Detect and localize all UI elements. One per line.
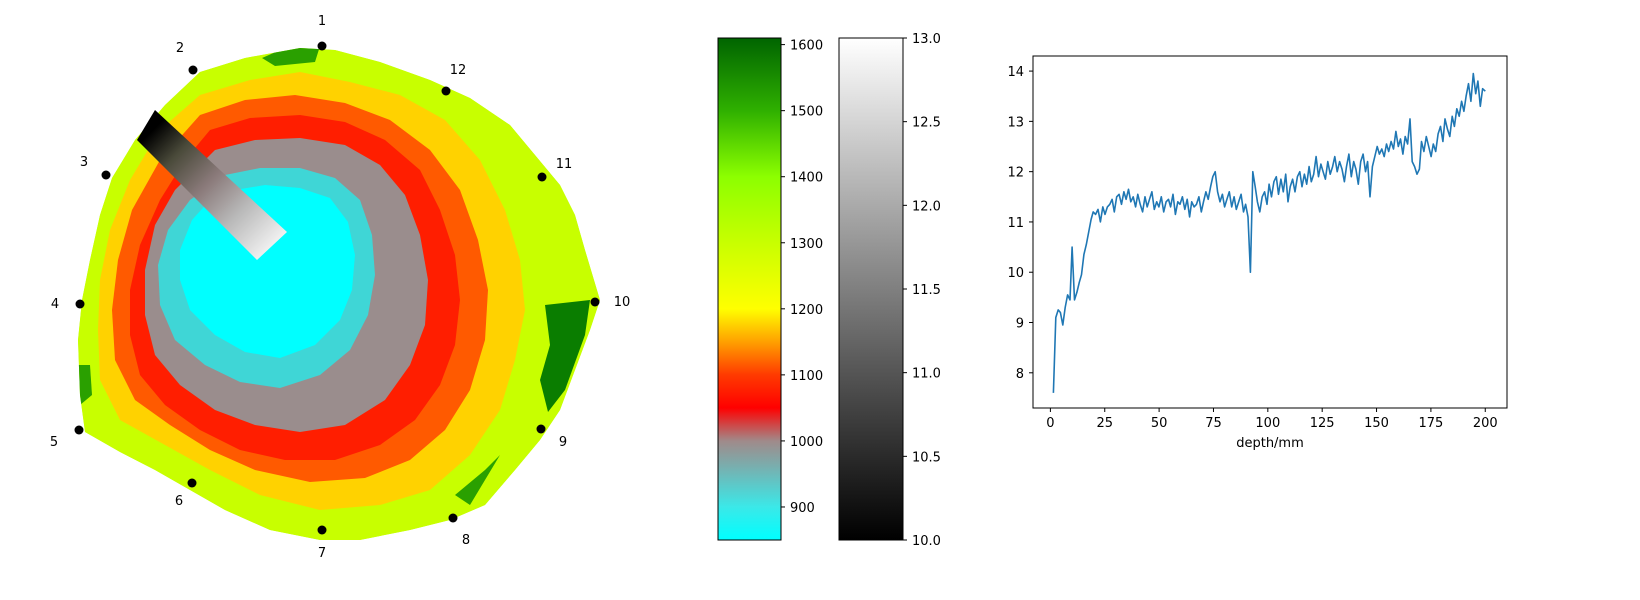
depth-profile-strip: [137, 110, 287, 260]
sensor-label: 8: [462, 533, 470, 548]
sensor-label: 2: [176, 41, 184, 56]
grey-colorbar-tick-label: 13.0: [912, 32, 941, 47]
y-tick-label: 10: [1007, 266, 1024, 281]
series-line: [1052, 72, 1486, 393]
sensor-marker: [537, 172, 547, 182]
sensor-marker: [101, 170, 111, 180]
colorbar-tick-label: 1400: [790, 171, 823, 186]
grey-colorbar-tick-label: 10.5: [912, 450, 941, 465]
depth-line-chart: 0 25 50 75 100 125 150 175 200 8 9 10 11 12 13 14 dept…: [1007, 55, 1508, 451]
colorbar-tick-label: 1100: [790, 369, 823, 384]
grey-colorbar-gradient: [838, 37, 904, 541]
y-tick-label: 9: [1016, 317, 1024, 332]
sensor-marker: [187, 478, 197, 488]
sensor-label: 12: [450, 63, 467, 78]
x-tick-label: 100: [1255, 416, 1280, 431]
y-tick-label: 13: [1007, 115, 1024, 130]
value-colorbar-gradient: [717, 37, 782, 541]
x-tick-label: 0: [1046, 416, 1054, 431]
line-chart-axes-frame: [1032, 55, 1508, 409]
grey-colorbar-tick-label: 11.0: [912, 367, 941, 382]
colorbar-tick-label: 1000: [790, 435, 823, 450]
sensor-marker: [590, 297, 600, 307]
grey-colorbar-tick-label: 12.5: [912, 116, 941, 131]
grey-colorbar-tick-label: 10.0: [912, 534, 941, 549]
sensor-label: 10: [614, 295, 631, 310]
grey-colorbar-tick-label: 12.0: [912, 199, 941, 214]
sensor-label: 11: [556, 157, 573, 172]
sensor-label: 1: [318, 14, 326, 29]
sensor-marker: [536, 424, 546, 434]
y-tick-label: 11: [1007, 216, 1024, 231]
sensor-marker: [74, 425, 84, 435]
sensor-label: 3: [80, 155, 88, 170]
sensor-marker: [317, 41, 327, 51]
colorbar-tick-label: 1300: [790, 237, 823, 252]
y-tick-label: 14: [1007, 65, 1024, 80]
sensor-label: 5: [50, 435, 58, 450]
sensor-marker: [448, 513, 458, 523]
sensor-marker: [317, 525, 327, 535]
x-tick-label: 175: [1418, 416, 1443, 431]
x-tick-label: 125: [1310, 416, 1335, 431]
sensor-marker: [188, 65, 198, 75]
colorbar-tick-label: 1600: [790, 39, 823, 54]
sensor-marker: [441, 86, 451, 96]
grey-colorbar: 10.0 10.5 11.0 11.5 12.0 12.5 13.0: [838, 32, 941, 549]
sensor-label: 7: [318, 546, 326, 561]
sensor-label: 4: [51, 297, 59, 312]
sensor-marker: [75, 299, 85, 309]
y-tick-label: 12: [1007, 166, 1024, 181]
sensor-label: 6: [175, 494, 183, 509]
x-axis-label: depth/mm: [1236, 436, 1304, 451]
x-tick-label: 50: [1151, 416, 1168, 431]
grey-colorbar-tick-label: 11.5: [912, 283, 941, 298]
colorbar-tick-label: 900: [790, 501, 815, 516]
colorbar-tick-label: 1500: [790, 105, 823, 120]
colorbar-tick-label: 1200: [790, 303, 823, 318]
x-tick-label: 25: [1096, 416, 1113, 431]
x-tick-label: 200: [1473, 416, 1498, 431]
sensor-label: 9: [559, 435, 567, 450]
heatmap-image: [78, 48, 600, 540]
x-tick-label: 75: [1205, 416, 1222, 431]
value-colorbar: 900 1000 1100 1200 1300 1400 1500 1600: [717, 37, 823, 541]
y-tick-label: 8: [1016, 367, 1024, 382]
x-tick-label: 150: [1364, 416, 1389, 431]
